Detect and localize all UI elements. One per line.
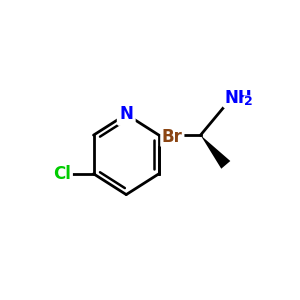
Text: N: N bbox=[119, 105, 133, 123]
Polygon shape bbox=[200, 135, 230, 169]
Text: Cl: Cl bbox=[53, 165, 71, 183]
Text: 2: 2 bbox=[244, 95, 252, 108]
Text: Br: Br bbox=[162, 128, 183, 146]
Text: NH: NH bbox=[224, 89, 252, 107]
